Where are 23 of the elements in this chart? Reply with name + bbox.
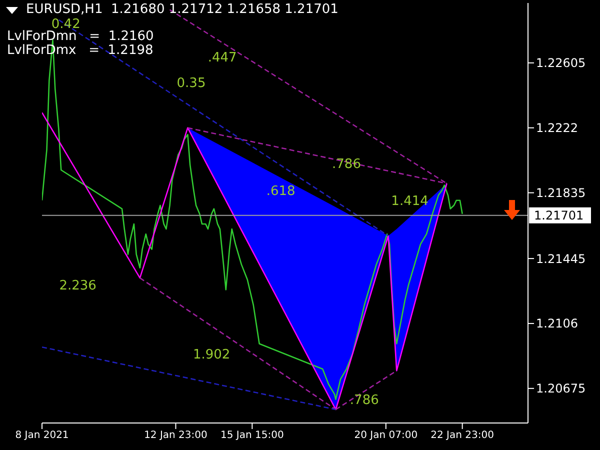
x-tick-label: 8 Jan 2021	[15, 430, 69, 442]
x-tick-label: 20 Jan 07:00	[354, 430, 418, 442]
chart-title: EURUSD,H1 1.21680 1.21712 1.21658 1.21701	[26, 2, 338, 17]
annotation: .786	[350, 393, 379, 408]
annotation: 0.42	[51, 16, 80, 32]
annotation: 1.414	[391, 194, 428, 209]
y-tick-label: 1.21835	[536, 186, 586, 200]
annotation: 2.236	[59, 278, 96, 294]
x-tick-label: 15 Jan 15:00	[220, 430, 284, 442]
annotation: LvlForDmn = 1.2160	[7, 29, 154, 44]
annotation: .618	[266, 184, 296, 199]
y-tick-label: 1.21445	[536, 252, 586, 266]
x-tick-label: 12 Jan 23:00	[144, 430, 208, 442]
y-tick-label: 1.22605	[536, 56, 586, 70]
ref-line-label: 1.21701	[534, 208, 584, 222]
annotation: .786	[332, 156, 361, 172]
y-tick-label: 1.2222	[536, 121, 578, 136]
annotation: 0.35	[176, 76, 206, 91]
annotation: .447	[208, 50, 237, 66]
annotation: 1.902	[192, 347, 230, 362]
x-tick-label: 22 Jan 23:00	[430, 430, 494, 442]
y-tick-label: 1.20675	[536, 382, 586, 396]
y-tick-label: 1.2106	[536, 316, 578, 331]
